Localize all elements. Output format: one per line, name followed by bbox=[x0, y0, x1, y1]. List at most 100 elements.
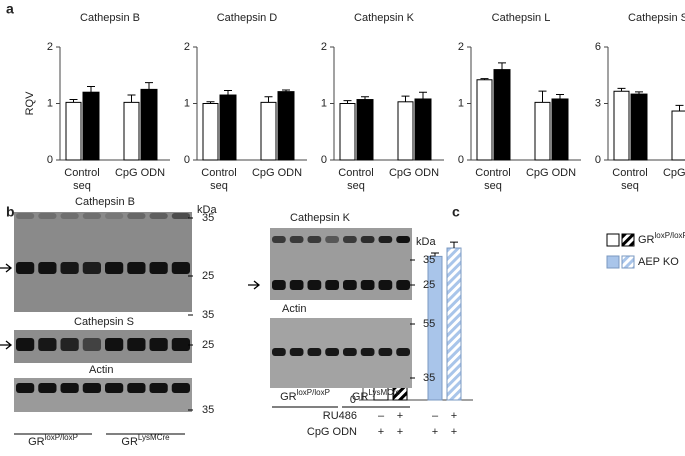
blot-band bbox=[149, 383, 168, 393]
error-bar bbox=[556, 93, 564, 99]
blot-band bbox=[378, 348, 393, 356]
blot-band bbox=[38, 383, 57, 393]
x-tick-label: Control seq bbox=[338, 167, 373, 192]
blot-band bbox=[127, 383, 146, 393]
blot-band bbox=[60, 262, 79, 274]
x-tick-label: CpG ODN bbox=[115, 167, 165, 179]
legend-sup: loxP/loxP bbox=[655, 231, 685, 240]
y-tick-label: 3 bbox=[595, 97, 601, 109]
legend-swatch bbox=[606, 255, 620, 269]
blot-band bbox=[60, 213, 79, 219]
row-value: – bbox=[432, 410, 439, 422]
blot-band bbox=[105, 262, 124, 274]
blot-band bbox=[105, 338, 124, 351]
error-bar bbox=[450, 241, 458, 249]
legend-name: AEP KO bbox=[638, 256, 679, 268]
y-tick-label: 2 bbox=[184, 41, 190, 53]
group-label: GRLysMCre bbox=[352, 388, 401, 403]
marker-label: 35 bbox=[202, 309, 214, 321]
blot-band bbox=[343, 236, 357, 243]
group-name: GR bbox=[352, 391, 369, 403]
error-bar bbox=[675, 104, 684, 112]
legend-swatch bbox=[621, 255, 635, 269]
bar bbox=[82, 91, 100, 161]
error-bar bbox=[343, 100, 352, 104]
row-label: CpG ODN bbox=[307, 426, 357, 438]
row-value: + bbox=[451, 410, 457, 422]
y-tick-label: 1 bbox=[47, 97, 53, 109]
x-tick-label: CpG ODN bbox=[389, 167, 439, 179]
chart-title: Cathepsin K bbox=[354, 12, 415, 24]
bar bbox=[140, 88, 158, 161]
y-tick-label: 0 bbox=[458, 154, 464, 166]
blot-band bbox=[82, 262, 101, 274]
x-tick-label: CpG ODN bbox=[252, 167, 302, 179]
marker-label: 35 bbox=[423, 372, 435, 384]
arrow bbox=[248, 280, 261, 290]
chart-title: Cathepsin L bbox=[492, 12, 551, 24]
marker-label: 25 bbox=[202, 339, 214, 351]
blot-band bbox=[307, 280, 322, 290]
x-tick-label: Control seq bbox=[64, 167, 99, 192]
marker-label: 55 bbox=[423, 318, 435, 330]
y-tick-label: 0 bbox=[595, 154, 601, 166]
blot-band bbox=[127, 213, 146, 219]
blot-band bbox=[378, 236, 393, 243]
chart-title: Cathepsin D bbox=[217, 12, 278, 24]
marker-label: 25 bbox=[202, 270, 214, 282]
error-bar bbox=[264, 96, 273, 103]
blot-band bbox=[289, 348, 304, 356]
blot-band bbox=[16, 213, 35, 219]
group-name: GR bbox=[121, 436, 138, 448]
marker-unit: kDa bbox=[416, 236, 436, 248]
blot-band bbox=[289, 236, 304, 243]
bar bbox=[202, 103, 219, 161]
blot-band bbox=[360, 236, 375, 243]
blot-band bbox=[360, 280, 375, 290]
bar bbox=[277, 91, 295, 161]
y-tick-label: 2 bbox=[321, 41, 327, 53]
bar bbox=[414, 98, 432, 161]
blot-band bbox=[149, 213, 168, 219]
legend-swatch bbox=[621, 233, 635, 247]
panel-label: c bbox=[452, 204, 460, 220]
blot-band bbox=[105, 213, 124, 219]
error-bar bbox=[498, 62, 506, 70]
error-bar bbox=[431, 252, 439, 257]
blot-band bbox=[82, 383, 101, 393]
blot-band bbox=[171, 213, 190, 219]
arrow bbox=[0, 263, 13, 273]
group-name: GR bbox=[28, 436, 45, 448]
blot-band bbox=[60, 338, 79, 351]
bar bbox=[356, 99, 374, 161]
strip-label: Cathepsin S bbox=[74, 316, 134, 328]
bar bbox=[339, 103, 356, 161]
blot-band bbox=[343, 280, 357, 290]
bar bbox=[551, 98, 569, 161]
x-tick-label: CpG ODN bbox=[526, 167, 576, 179]
blot-band bbox=[307, 348, 322, 356]
group-sup: loxP/loxP bbox=[45, 433, 78, 442]
blot-band bbox=[325, 348, 339, 356]
blot-band bbox=[82, 213, 101, 219]
blot-band bbox=[307, 236, 322, 243]
error-bar bbox=[282, 89, 290, 92]
blot-band bbox=[325, 280, 339, 290]
blot-band bbox=[289, 280, 304, 290]
panel-label: a bbox=[6, 1, 14, 17]
strip-label: Actin bbox=[89, 364, 113, 376]
error-bar bbox=[361, 96, 369, 100]
marker-label: 35 bbox=[202, 404, 214, 416]
group-label: GRLysMCre bbox=[121, 433, 170, 448]
row-value: + bbox=[432, 426, 438, 438]
blot-band bbox=[60, 383, 79, 393]
x-tick-label: Control seq bbox=[475, 167, 510, 192]
x-tick-label: CpG ODN bbox=[663, 167, 685, 179]
error-bar bbox=[419, 91, 427, 99]
error-bar bbox=[617, 87, 626, 92]
error-bar bbox=[635, 91, 643, 95]
blot-strip bbox=[14, 312, 192, 330]
y-tick-label: 0 bbox=[184, 154, 190, 166]
blot-band bbox=[149, 262, 168, 274]
error-bar bbox=[145, 82, 153, 90]
